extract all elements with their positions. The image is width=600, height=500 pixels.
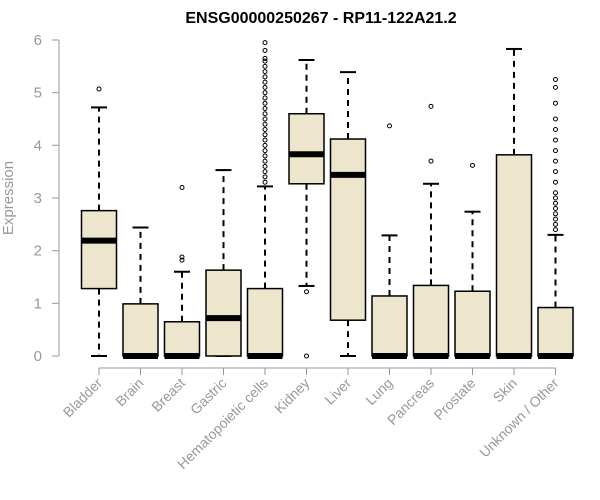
outlier-point — [554, 149, 558, 153]
box-rect — [414, 285, 449, 356]
outlier-point — [263, 133, 267, 137]
outlier-point — [554, 128, 558, 132]
box-0 — [82, 87, 117, 356]
outlier-point — [388, 124, 392, 128]
outlier-point — [263, 56, 267, 60]
x-tick-label: Unknown / Other — [476, 375, 562, 461]
box-4 — [248, 41, 283, 356]
outlier-point — [263, 128, 267, 132]
x-tick-label: Brain — [112, 375, 146, 409]
outlier-point — [554, 170, 558, 174]
outlier-point — [554, 191, 558, 195]
outlier-point — [554, 101, 558, 105]
plot-area — [82, 41, 574, 358]
box-8 — [414, 104, 449, 356]
outlier-point — [263, 49, 267, 53]
box-11 — [538, 78, 573, 357]
outlier-point — [263, 112, 267, 116]
outlier-point — [263, 106, 267, 110]
y-tick-label: 5 — [34, 85, 42, 102]
box-9 — [455, 163, 490, 356]
outlier-point — [263, 70, 267, 74]
box-rect — [248, 289, 283, 356]
outlier-point — [263, 101, 267, 105]
box-7 — [372, 124, 407, 356]
outlier-point — [554, 180, 558, 184]
y-tick-label: 3 — [34, 190, 42, 207]
outlier-point — [263, 180, 267, 184]
outlier-point — [263, 85, 267, 89]
y-tick-label: 4 — [34, 137, 42, 154]
outlier-point — [429, 104, 433, 108]
outlier-point — [471, 163, 475, 167]
outlier-point — [554, 85, 558, 89]
box-rect — [372, 296, 407, 356]
y-tick-label: 2 — [34, 243, 42, 260]
box-rect — [538, 308, 573, 356]
outlier-point — [429, 159, 433, 163]
x-tick-label: Liver — [321, 375, 354, 408]
x-tick-label: Skin — [490, 375, 521, 406]
y-axis-label: Expression — [0, 161, 17, 235]
box-3 — [206, 170, 241, 356]
box-rect — [123, 304, 158, 356]
outlier-point — [554, 222, 558, 226]
outlier-point — [263, 75, 267, 79]
outlier-point — [554, 117, 558, 121]
outlier-point — [554, 228, 558, 232]
outlier-point — [263, 143, 267, 147]
box-2 — [165, 185, 200, 356]
outlier-point — [263, 175, 267, 179]
outlier-point — [180, 185, 184, 189]
outlier-point — [305, 290, 309, 294]
box-rect — [331, 139, 366, 320]
y-tick-label: 0 — [34, 348, 42, 365]
x-tick-label: Bladder — [60, 375, 106, 421]
y-tick-label: 6 — [34, 32, 42, 49]
outlier-point — [554, 212, 558, 216]
outlier-point — [554, 138, 558, 142]
outlier-point — [263, 164, 267, 168]
outlier-point — [554, 207, 558, 211]
outlier-point — [263, 170, 267, 174]
box-rect — [206, 270, 241, 356]
box-5 — [289, 60, 324, 358]
box-rect — [165, 322, 200, 356]
outlier-point — [554, 217, 558, 221]
y-tick-label: 1 — [34, 295, 42, 312]
box-1 — [123, 227, 158, 356]
outlier-point — [263, 154, 267, 158]
x-tick-label: Breast — [148, 375, 188, 415]
chart-title: ENSG00000250267 - RP11-122A21.2 — [185, 10, 456, 27]
outlier-point — [554, 159, 558, 163]
outlier-point — [263, 41, 267, 45]
outlier-point — [263, 80, 267, 84]
outlier-point — [263, 138, 267, 142]
outlier-point — [263, 64, 267, 68]
outlier-point — [263, 117, 267, 121]
x-tick-label: Lung — [362, 375, 395, 408]
outlier-point — [305, 354, 309, 358]
outlier-point — [263, 149, 267, 153]
outlier-point — [263, 122, 267, 126]
x-tick-label: Prostate — [430, 375, 478, 423]
outlier-point — [263, 91, 267, 95]
outlier-point — [554, 196, 558, 200]
box-rect — [497, 155, 532, 356]
box-10 — [497, 49, 532, 356]
box-rect — [82, 211, 117, 289]
outlier-point — [554, 201, 558, 205]
outlier-point — [97, 87, 101, 91]
box-rect — [455, 291, 490, 356]
x-tick-label: Kidney — [271, 375, 313, 417]
outlier-point — [554, 78, 558, 82]
box-6 — [331, 72, 366, 356]
outlier-point — [263, 96, 267, 100]
y-axis: 0 1 2 3 4 5 6 — [34, 32, 59, 365]
outlier-point — [263, 159, 267, 163]
box-rect — [289, 114, 324, 184]
